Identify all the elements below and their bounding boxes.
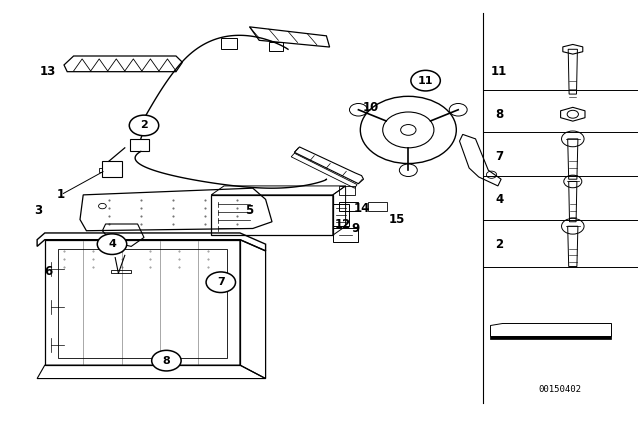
Text: 15: 15 (388, 213, 405, 226)
Circle shape (97, 234, 127, 254)
Text: 13: 13 (40, 65, 56, 78)
Text: 4: 4 (108, 239, 116, 249)
Text: 10: 10 (363, 101, 380, 114)
Text: 11: 11 (491, 65, 508, 78)
Text: 12: 12 (334, 217, 351, 231)
Circle shape (152, 350, 181, 371)
Text: 9: 9 (351, 222, 359, 235)
Text: 00150402: 00150402 (538, 385, 582, 394)
Text: 14: 14 (353, 202, 370, 215)
Text: 2: 2 (140, 121, 148, 130)
Text: 8: 8 (163, 356, 170, 366)
Text: 7: 7 (495, 150, 503, 164)
Text: 7: 7 (217, 277, 225, 287)
Text: 4: 4 (495, 193, 503, 206)
Text: 1: 1 (57, 188, 65, 202)
Text: 8: 8 (495, 108, 503, 121)
Text: 5: 5 (246, 204, 253, 217)
Text: 2: 2 (495, 237, 503, 251)
Text: 3: 3 (35, 204, 42, 217)
Polygon shape (490, 331, 611, 339)
Circle shape (206, 272, 236, 293)
Circle shape (411, 70, 440, 91)
Text: 11: 11 (418, 76, 433, 86)
Circle shape (129, 115, 159, 136)
Polygon shape (490, 323, 611, 336)
Text: 6: 6 (44, 264, 52, 278)
